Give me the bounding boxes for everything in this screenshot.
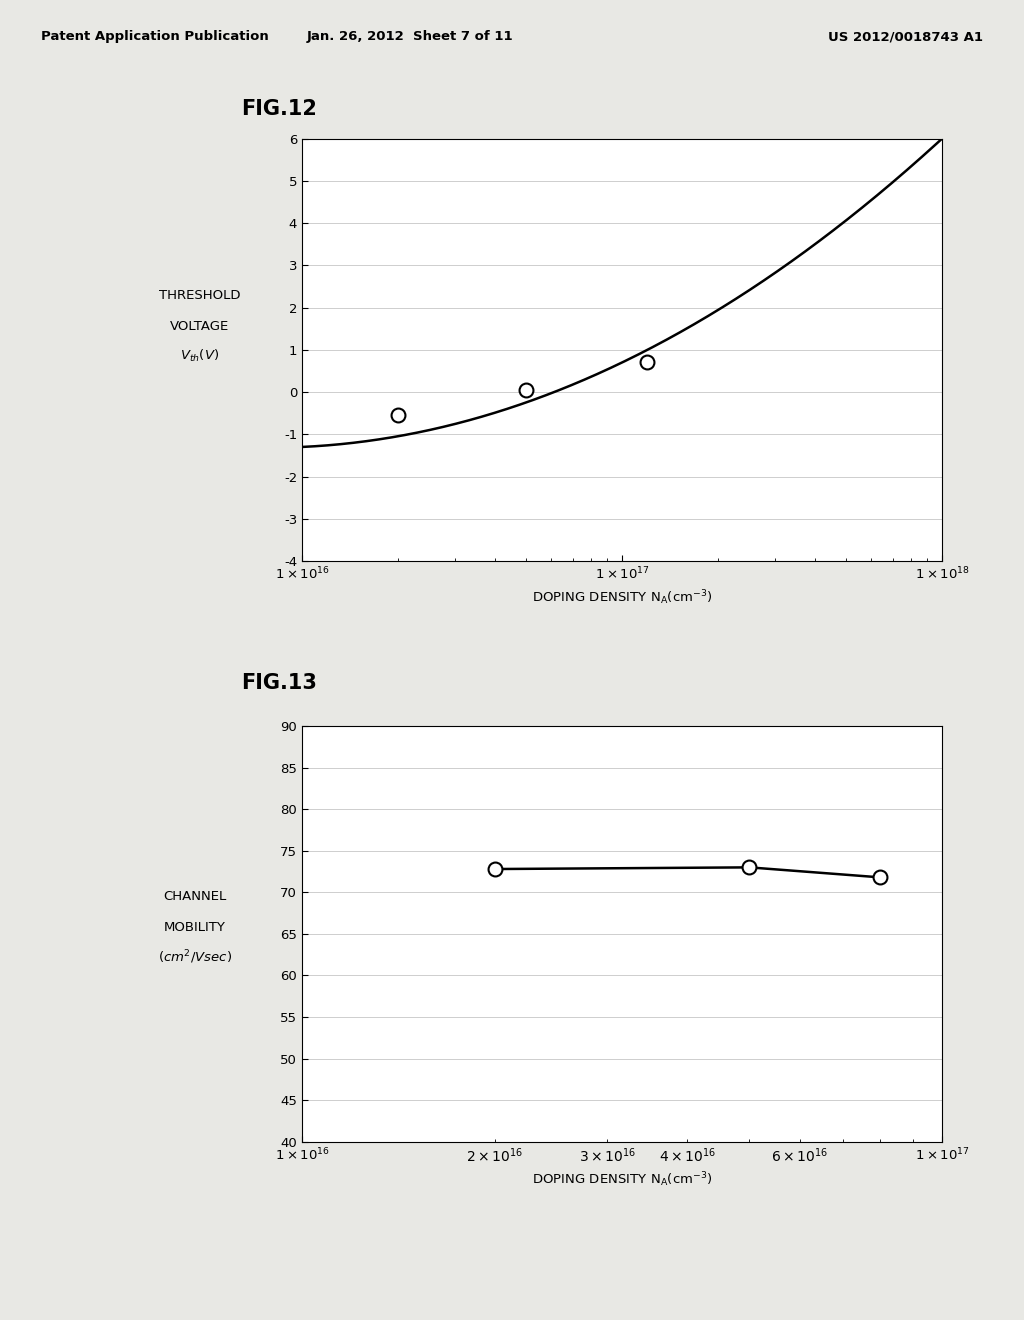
Text: $(cm^2/Vsec)$: $(cm^2/Vsec)$ — [158, 949, 231, 966]
Text: US 2012/0018743 A1: US 2012/0018743 A1 — [828, 30, 983, 44]
Text: CHANNEL: CHANNEL — [163, 891, 226, 903]
Text: Patent Application Publication: Patent Application Publication — [41, 30, 268, 44]
Text: Jan. 26, 2012  Sheet 7 of 11: Jan. 26, 2012 Sheet 7 of 11 — [306, 30, 513, 44]
Text: THRESHOLD: THRESHOLD — [159, 289, 241, 302]
Text: VOLTAGE: VOLTAGE — [170, 319, 229, 333]
Text: FIG.12: FIG.12 — [241, 99, 316, 119]
Text: $V_{th}(V)$: $V_{th}(V)$ — [180, 348, 219, 364]
Text: MOBILITY: MOBILITY — [164, 921, 225, 933]
X-axis label: DOPING DENSITY $\mathregular{N_A(cm^{-3})}$: DOPING DENSITY $\mathregular{N_A(cm^{-3}… — [531, 587, 713, 607]
Text: FIG.13: FIG.13 — [241, 673, 316, 693]
X-axis label: DOPING DENSITY $\mathregular{N_A(cm^{-3})}$: DOPING DENSITY $\mathregular{N_A(cm^{-3}… — [531, 1171, 713, 1189]
